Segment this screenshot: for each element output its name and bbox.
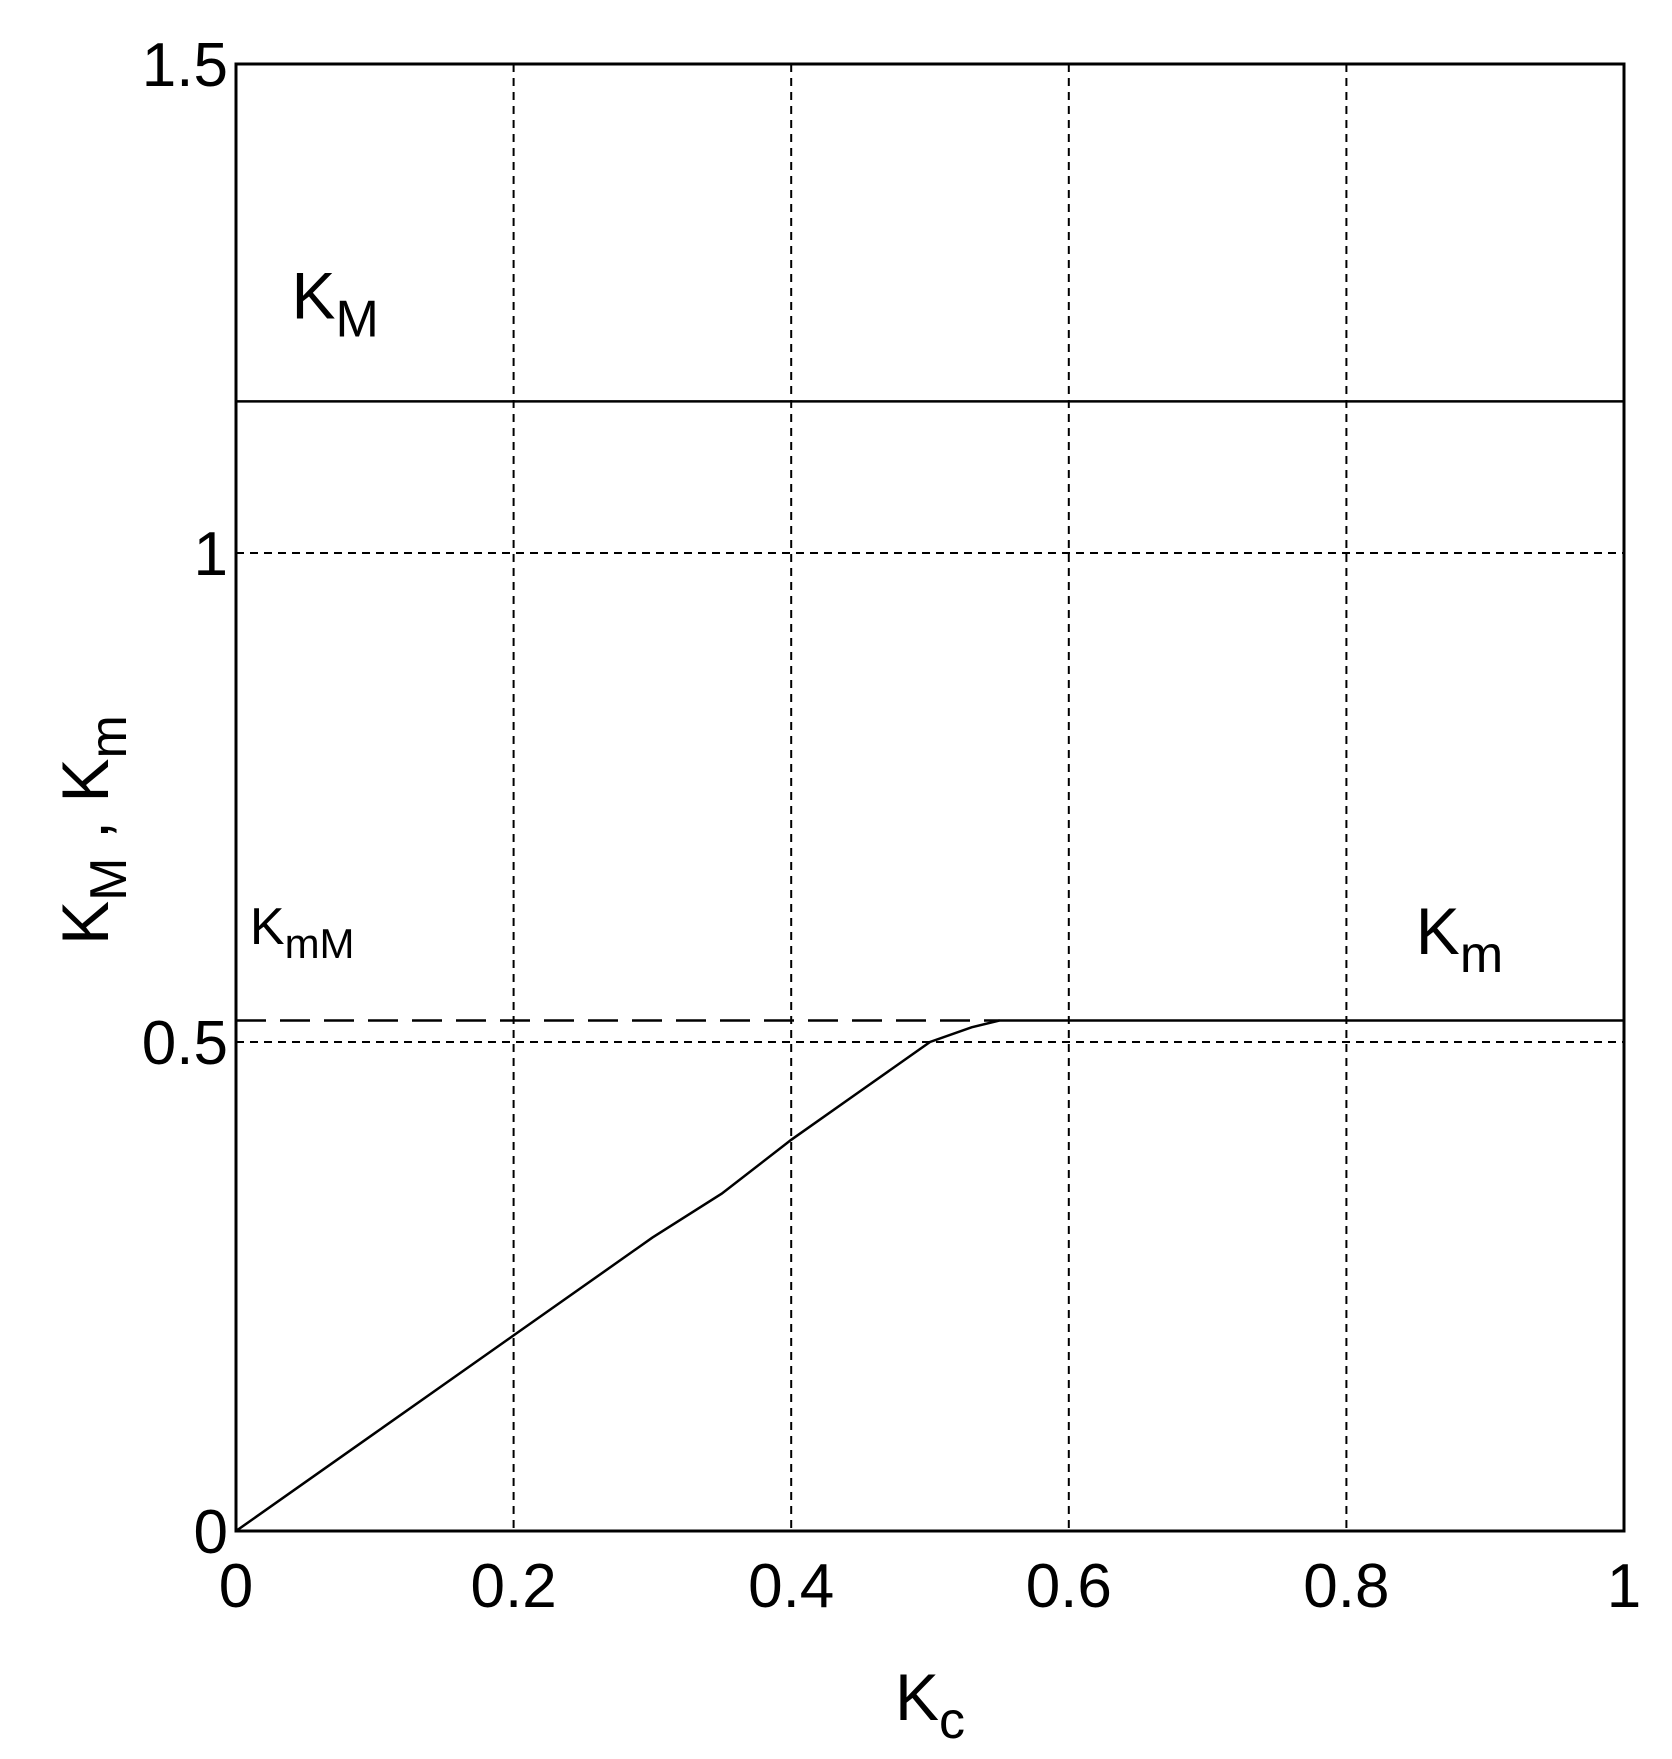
x-tick-label: 0.4 bbox=[748, 1552, 834, 1621]
series-layer bbox=[235, 400, 1624, 1533]
annotation-label-sub: M bbox=[336, 290, 379, 348]
x-tick-label: 0.8 bbox=[1303, 1552, 1389, 1621]
x-tick-labels: 0 0.2 0.4 0.6 0.8 1 bbox=[219, 1552, 1641, 1621]
y-axis-label: KM , Km bbox=[48, 715, 138, 945]
y-tick-label: 1.5 bbox=[142, 31, 228, 100]
x-axis-label-main: K bbox=[895, 1660, 939, 1734]
annotation-label: KmM bbox=[250, 898, 355, 967]
y-axis-label-sub-1: M bbox=[80, 858, 138, 901]
annotation-label: Km bbox=[1416, 894, 1503, 984]
x-tick-label: 0 bbox=[219, 1552, 253, 1621]
y-tick-labels: 0 0.5 1 1.5 bbox=[142, 31, 228, 1567]
x-axis-label-sub: c bbox=[939, 1692, 965, 1750]
y-axis-label-main-2: K bbox=[48, 758, 122, 802]
annotation-label: KM bbox=[292, 258, 379, 348]
y-axis-label-main-1: K bbox=[48, 901, 122, 945]
x-tick-label: 1 bbox=[1607, 1552, 1641, 1621]
plot-frame bbox=[234, 62, 1626, 1533]
grid-lines bbox=[236, 64, 1624, 1531]
y-tick-label: 0 bbox=[194, 1498, 228, 1567]
y-tick-label: 0.5 bbox=[142, 1009, 228, 1078]
y-axis-label-separator: , bbox=[48, 802, 122, 857]
annotation-label-main: K bbox=[250, 898, 285, 956]
annotation-label-sub: m bbox=[1460, 926, 1503, 984]
series-line-Km bbox=[235, 1019, 1624, 1533]
annotation-label-sub: mM bbox=[285, 920, 355, 967]
x-tick-label: 0.6 bbox=[1026, 1552, 1112, 1621]
y-axis-label-sub-2: m bbox=[80, 715, 138, 758]
annotation-label-main: K bbox=[292, 258, 336, 332]
y-tick-label: 1 bbox=[194, 520, 228, 589]
x-axis-label: Kc bbox=[895, 1660, 965, 1750]
x-tick-label: 0.2 bbox=[470, 1552, 556, 1621]
annotation-label-main: K bbox=[1416, 894, 1460, 968]
